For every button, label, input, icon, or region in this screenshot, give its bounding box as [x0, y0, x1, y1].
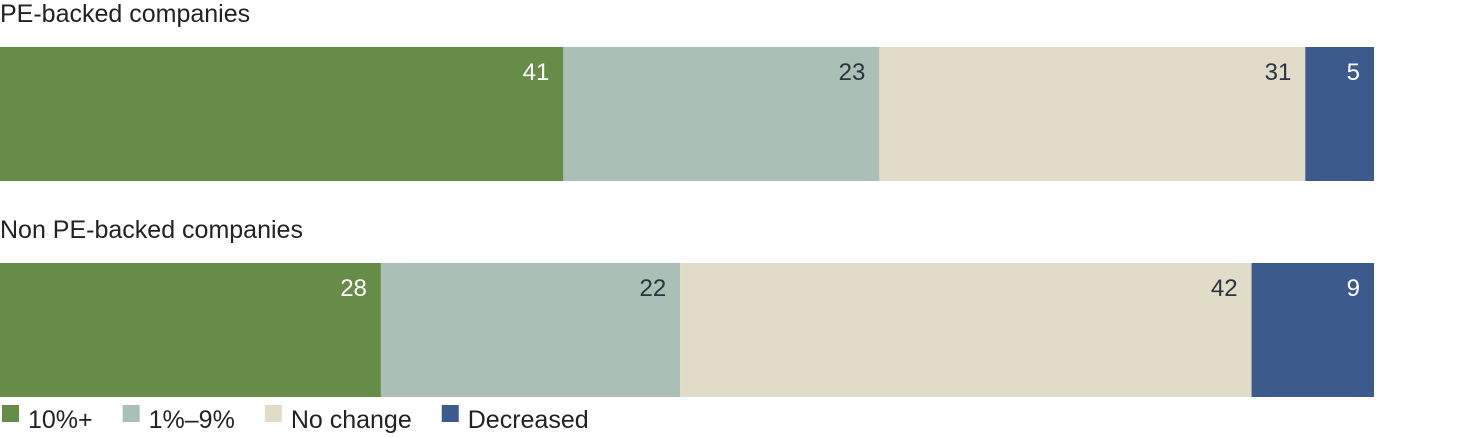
bar-value-label-pe-backed-companies-10: 41 — [523, 59, 550, 86]
bar-segment-non-pe-backed-companies-1-9 — [380, 263, 681, 397]
legend-swatch-1-9 — [122, 405, 140, 422]
bar-segment-non-pe-backed-companies-no-change — [680, 263, 1252, 397]
bar-segment-pe-backed-companies-no-change — [879, 47, 1306, 181]
bar-segment-non-pe-backed-companies-decreased — [1251, 263, 1374, 397]
bar-segment-non-pe-backed-companies-10 — [0, 263, 381, 397]
bar-segment-pe-backed-companies-1-9 — [563, 47, 880, 181]
bar-value-label-non-pe-backed-companies-10: 28 — [340, 275, 367, 302]
legend-label-10: 10%+ — [28, 406, 93, 434]
legend-label-no-change: No change — [291, 406, 412, 434]
legend-label-1-9: 1%–9% — [149, 406, 235, 434]
group-title-non-pe-backed-companies: Non PE-backed companies — [0, 216, 303, 244]
legend-swatch-decreased — [441, 405, 459, 422]
bar-segment-pe-backed-companies-decreased — [1305, 47, 1374, 181]
group-title-pe-backed-companies: PE-backed companies — [0, 0, 250, 28]
bar-segment-pe-backed-companies-10 — [0, 47, 564, 181]
bars-layer: PE-backed companies 41 23 31 5 Non PE-backed … — [0, 0, 1374, 397]
legend-label-decreased: Decreased — [468, 406, 589, 434]
bar-value-label-non-pe-backed-companies-1-9: 22 — [639, 275, 666, 302]
bar-value-label-non-pe-backed-companies-no-change: 42 — [1211, 275, 1238, 302]
bar-value-label-pe-backed-companies-decreased: 5 — [1347, 59, 1360, 86]
legend-swatch-no-change — [264, 405, 282, 422]
bar-value-label-pe-backed-companies-no-change: 31 — [1265, 59, 1292, 86]
legend-swatch-10 — [2, 405, 19, 422]
bar-value-label-pe-backed-companies-1-9: 23 — [839, 59, 866, 86]
legend: 10%+ 1%–9% No change Decreased — [2, 405, 589, 434]
bar-value-label-non-pe-backed-companies-decreased: 9 — [1347, 275, 1360, 302]
